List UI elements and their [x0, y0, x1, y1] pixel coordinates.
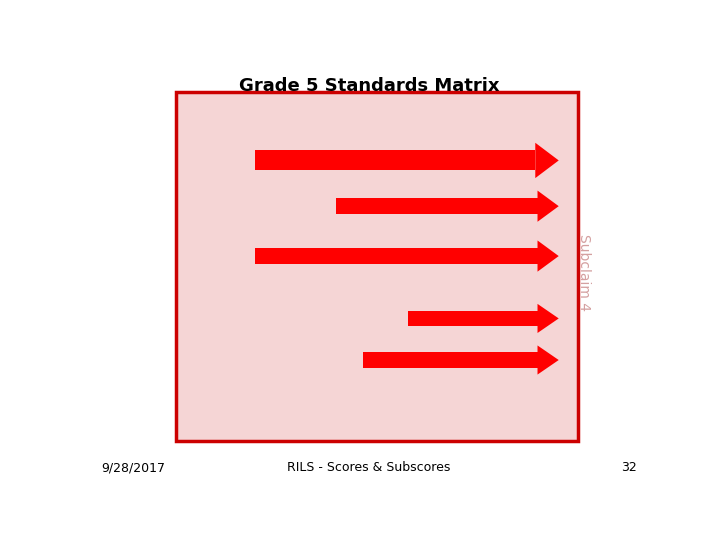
Bar	[176, 92, 578, 441]
Polygon shape	[538, 191, 559, 222]
Text: Subclaim 4: Subclaim 4	[577, 234, 591, 311]
Text: 32: 32	[621, 461, 637, 474]
Bar	[255, 248, 538, 265]
Bar	[255, 151, 535, 171]
Text: 9/28/2017: 9/28/2017	[101, 461, 165, 474]
Polygon shape	[538, 346, 559, 375]
Polygon shape	[538, 240, 559, 272]
Polygon shape	[535, 143, 559, 178]
Bar	[336, 198, 538, 214]
Bar	[408, 310, 538, 326]
Text: RILS - Scores & Subscores: RILS - Scores & Subscores	[287, 461, 451, 474]
Text: Grade 5 Standards Matrix: Grade 5 Standards Matrix	[239, 77, 499, 95]
Polygon shape	[538, 304, 559, 333]
Bar	[364, 352, 538, 368]
